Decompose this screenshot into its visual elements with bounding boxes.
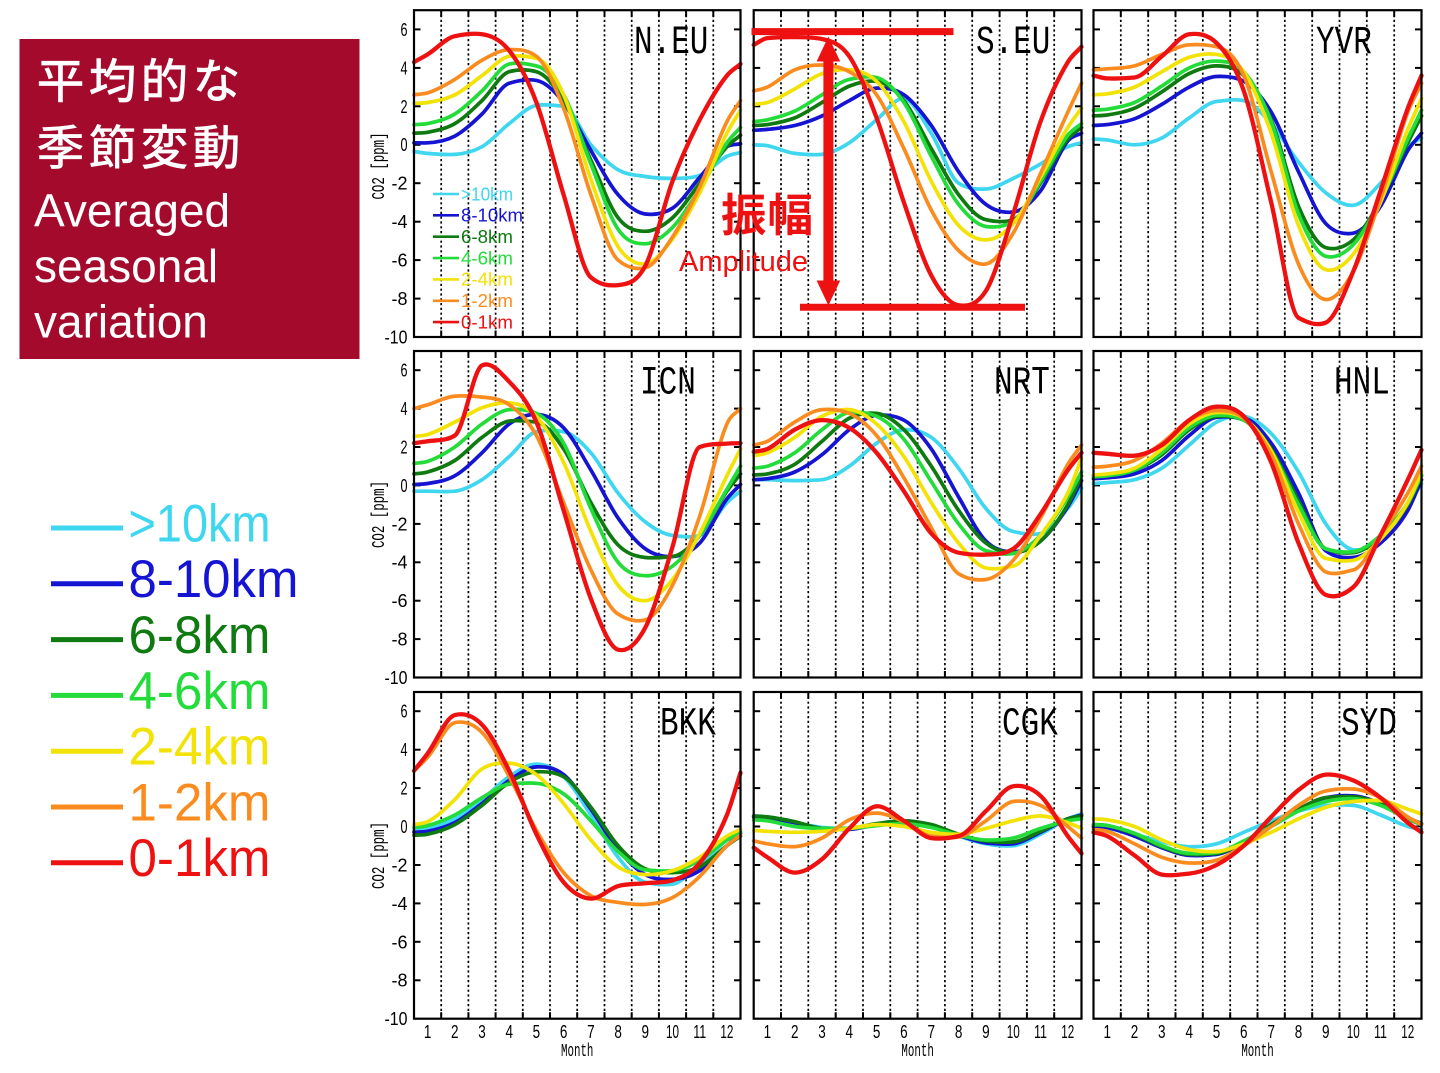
svg-text:-4: -4: [392, 553, 408, 574]
svg-text:-4: -4: [392, 894, 408, 915]
svg-text:4-6km: 4-6km: [461, 248, 513, 268]
svg-text:CGK: CGK: [1002, 701, 1058, 747]
svg-text:6: 6: [401, 361, 408, 382]
svg-text:Amplitude: Amplitude: [679, 246, 808, 278]
svg-text:-10: -10: [385, 668, 408, 689]
svg-text:8-10km: 8-10km: [129, 550, 299, 608]
svg-text:seasonal: seasonal: [34, 240, 218, 292]
svg-text:6: 6: [1240, 1022, 1248, 1043]
svg-text:3: 3: [818, 1022, 826, 1043]
svg-text:4: 4: [401, 399, 408, 420]
svg-text:Month: Month: [901, 1040, 933, 1062]
svg-text:CO2 [ppm]: CO2 [ppm]: [369, 132, 390, 199]
svg-text:4: 4: [1185, 1022, 1193, 1043]
svg-text:-8: -8: [392, 289, 408, 310]
svg-text:8: 8: [955, 1022, 963, 1043]
svg-text:YVR: YVR: [1316, 19, 1372, 65]
svg-text:-4: -4: [392, 212, 408, 233]
svg-text:-10: -10: [385, 1009, 408, 1030]
svg-text:1: 1: [424, 1022, 432, 1043]
svg-text:2: 2: [401, 437, 408, 458]
svg-text:8: 8: [1295, 1022, 1303, 1043]
svg-text:12: 12: [1061, 1022, 1074, 1043]
svg-text:ICN: ICN: [640, 360, 696, 406]
svg-text:4: 4: [401, 740, 408, 761]
svg-text:10: 10: [1347, 1022, 1360, 1043]
svg-text:4: 4: [505, 1022, 513, 1043]
svg-text:4-6km: 4-6km: [129, 662, 271, 720]
svg-text:-10: -10: [385, 327, 408, 348]
svg-text:0: 0: [401, 135, 408, 156]
svg-text:N.EU: N.EU: [634, 19, 708, 65]
svg-text:CO2 [ppm]: CO2 [ppm]: [369, 481, 390, 548]
svg-text:12: 12: [720, 1022, 733, 1043]
svg-text:-8: -8: [392, 971, 408, 992]
svg-text:6: 6: [401, 702, 408, 723]
svg-text:>10km: >10km: [461, 184, 513, 204]
svg-text:4: 4: [846, 1022, 854, 1043]
svg-text:>10km: >10km: [129, 494, 271, 552]
svg-text:NRT: NRT: [994, 360, 1050, 406]
svg-text:5: 5: [533, 1022, 541, 1043]
svg-text:6-8km: 6-8km: [129, 606, 271, 664]
svg-text:5: 5: [873, 1022, 881, 1043]
svg-text:3: 3: [478, 1022, 486, 1043]
svg-text:-2: -2: [392, 855, 408, 876]
svg-text:2: 2: [791, 1022, 799, 1043]
svg-text:BKK: BKK: [660, 701, 716, 747]
svg-text:2-4km: 2-4km: [129, 717, 271, 775]
svg-text:3: 3: [1158, 1022, 1166, 1043]
svg-text:7: 7: [1267, 1022, 1275, 1043]
svg-text:6: 6: [900, 1022, 908, 1043]
svg-text:variation: variation: [34, 296, 208, 348]
svg-text:-6: -6: [392, 591, 408, 612]
svg-text:-2: -2: [392, 514, 408, 535]
svg-text:2: 2: [1131, 1022, 1139, 1043]
svg-text:-6: -6: [392, 932, 408, 953]
svg-text:Month: Month: [561, 1040, 593, 1062]
svg-text:SYD: SYD: [1341, 701, 1397, 747]
svg-text:11: 11: [1034, 1022, 1047, 1043]
svg-text:2: 2: [401, 778, 408, 799]
svg-text:10: 10: [1007, 1022, 1020, 1043]
svg-text:12: 12: [1401, 1022, 1414, 1043]
svg-text:1: 1: [1103, 1022, 1111, 1043]
svg-text:8: 8: [614, 1022, 622, 1043]
svg-text:Month: Month: [1241, 1040, 1273, 1062]
svg-text:1-2km: 1-2km: [461, 291, 513, 311]
svg-text:-2: -2: [392, 174, 408, 195]
svg-text:-6: -6: [392, 250, 408, 271]
svg-text:11: 11: [693, 1022, 706, 1043]
svg-text:8-10km: 8-10km: [461, 206, 523, 226]
svg-text:0: 0: [401, 817, 408, 838]
svg-text:7: 7: [587, 1022, 595, 1043]
svg-text:0: 0: [401, 476, 408, 497]
svg-text:2-4km: 2-4km: [461, 270, 513, 290]
svg-text:0-1km: 0-1km: [129, 829, 271, 887]
svg-text:S.EU: S.EU: [976, 19, 1050, 65]
svg-text:Averaged: Averaged: [34, 185, 230, 237]
svg-text:11: 11: [1374, 1022, 1387, 1043]
svg-text:-8: -8: [392, 629, 408, 650]
svg-text:9: 9: [642, 1022, 650, 1043]
svg-text:10: 10: [666, 1022, 679, 1043]
svg-text:CO2 [ppm]: CO2 [ppm]: [369, 822, 390, 889]
svg-text:HNL: HNL: [1334, 360, 1390, 406]
svg-text:6-8km: 6-8km: [461, 227, 513, 247]
svg-text:6: 6: [401, 20, 408, 41]
svg-text:7: 7: [928, 1022, 936, 1043]
svg-text:5: 5: [1213, 1022, 1221, 1043]
svg-text:4: 4: [401, 58, 408, 79]
svg-text:1: 1: [764, 1022, 772, 1043]
svg-text:2: 2: [451, 1022, 459, 1043]
svg-text:6: 6: [560, 1022, 568, 1043]
svg-text:9: 9: [1322, 1022, 1330, 1043]
svg-text:2: 2: [401, 97, 408, 118]
svg-text:0-1km: 0-1km: [461, 312, 513, 332]
svg-text:1-2km: 1-2km: [129, 773, 271, 831]
svg-text:9: 9: [982, 1022, 990, 1043]
